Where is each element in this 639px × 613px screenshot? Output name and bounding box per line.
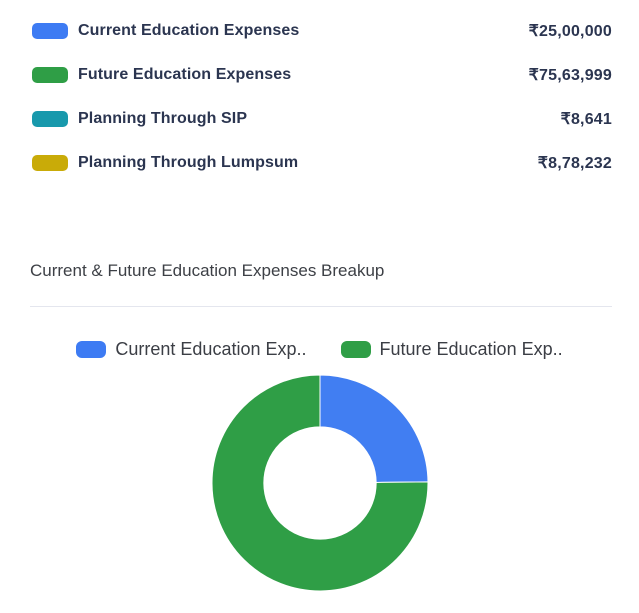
summary-row-future-expenses: Future Education Expenses ₹75,63,999	[0, 53, 639, 97]
summary-label: Future Education Expenses	[78, 66, 292, 83]
current-expenses-swatch-icon	[32, 23, 68, 39]
section-title: Current & Future Education Expenses Brea…	[30, 261, 385, 280]
summary-row-sip: Planning Through SIP ₹8,641	[0, 97, 639, 141]
legend-current-swatch-icon	[76, 341, 107, 358]
summary-value: ₹8,78,232	[537, 155, 612, 172]
lumpsum-swatch-icon	[32, 155, 68, 171]
summary-legend-list: Current Education Expenses ₹25,00,000 Fu…	[0, 0, 639, 185]
summary-label: Planning Through Lumpsum	[78, 154, 299, 171]
donut-slice-current[interactable]	[319, 375, 428, 483]
sip-swatch-icon	[32, 111, 68, 127]
legend-item-future-education[interactable]: Future Education Exp..	[340, 339, 563, 360]
legend-label: Current Education Exp..	[115, 339, 307, 359]
summary-value: ₹8,641	[560, 111, 612, 128]
donut-chart	[0, 375, 639, 591]
legend-label: Future Education Exp..	[379, 339, 563, 359]
donut-slice-future[interactable]	[211, 375, 428, 591]
legend-item-current-education[interactable]: Current Education Exp..	[76, 339, 307, 360]
summary-row-lumpsum: Planning Through Lumpsum ₹8,78,232	[0, 141, 639, 185]
summary-label: Current Education Expenses	[78, 22, 300, 39]
summary-value: ₹75,63,999	[528, 67, 612, 84]
summary-value: ₹25,00,000	[528, 23, 612, 40]
summary-label: Planning Through SIP	[78, 110, 248, 127]
section-divider	[30, 306, 612, 307]
future-expenses-swatch-icon	[32, 67, 68, 83]
legend-future-swatch-icon	[340, 341, 371, 358]
chart-legend: Current Education Exp.. Future Education…	[0, 339, 639, 360]
summary-row-current-expenses: Current Education Expenses ₹25,00,000	[0, 9, 639, 53]
